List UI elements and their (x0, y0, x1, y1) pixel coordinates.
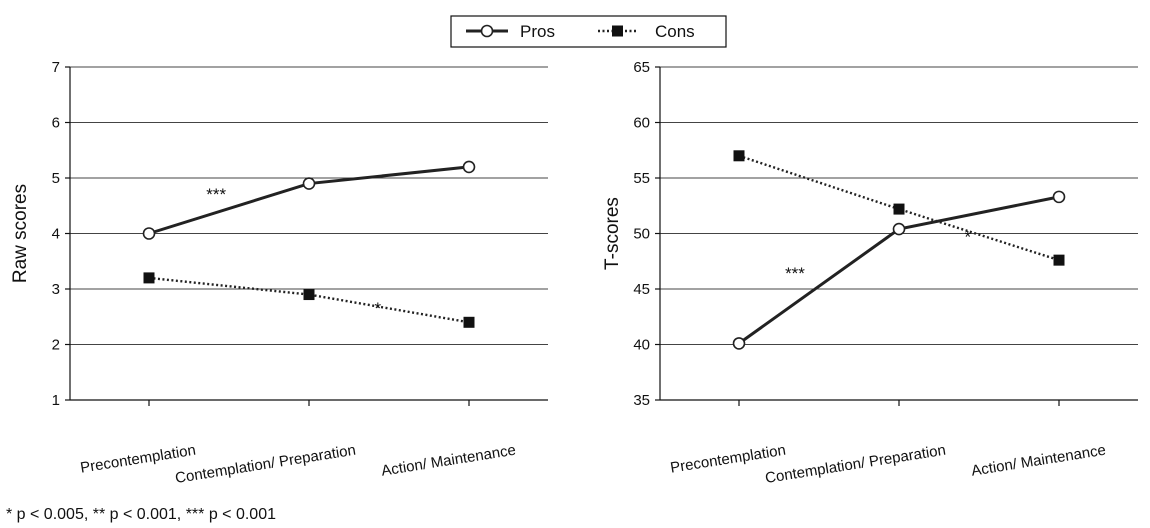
legend: Pros Cons (450, 15, 727, 48)
point-cons (463, 316, 475, 328)
point-cons (733, 150, 745, 162)
significance-marker: *** (785, 264, 805, 283)
significance-marker: * (964, 227, 971, 246)
y-tick-label: 50 (633, 226, 650, 243)
significance-marker: * (374, 299, 381, 318)
x-tick-label: Action/ Maintenance (380, 442, 517, 480)
legend-cons-label: Cons (655, 22, 695, 41)
y-tick-label: 45 (633, 281, 650, 298)
series-line-cons (148, 276, 470, 324)
legend-pros-marker (480, 24, 494, 38)
y-tick-label: 35 (633, 392, 650, 409)
legend-pros-label: Pros (520, 22, 555, 41)
y-tick-label: 5 (52, 170, 60, 187)
point-cons (143, 272, 155, 284)
significance-marker: *** (206, 185, 226, 204)
point-pros (892, 222, 906, 236)
y-tick-label: 6 (52, 115, 60, 132)
point-pros (1052, 190, 1066, 204)
y-axis-title: T-scores (602, 197, 623, 270)
point-cons (1053, 254, 1065, 266)
y-tick-label: 7 (52, 59, 60, 76)
point-cons (893, 203, 905, 215)
y-tick-label: 40 (633, 337, 650, 354)
y-tick-label: 65 (633, 59, 650, 76)
y-tick-label: 55 (633, 170, 650, 187)
point-cons (303, 289, 315, 301)
series-line-cons (738, 154, 1060, 262)
y-tick-label: 2 (52, 337, 60, 354)
point-pros (462, 160, 476, 174)
point-pros (302, 177, 316, 190)
x-tick-label: Contemplation/ Preparation (764, 442, 947, 487)
y-tick-label: 60 (633, 115, 650, 132)
series-line-pros (148, 165, 470, 235)
y-tick-label: 3 (52, 281, 60, 298)
point-pros (732, 337, 746, 350)
y-axis-title: Raw scores (10, 184, 31, 283)
significance-footnote: * p < 0.005, ** p < 0.001, *** p < 0.001 (6, 506, 276, 523)
chart-panel-t-scores: 35404550556065PrecontemplationContemplat… (602, 59, 1138, 487)
y-tick-label: 4 (52, 226, 60, 243)
x-tick-label: Action/ Maintenance (970, 442, 1107, 480)
x-tick-label: Contemplation/ Preparation (174, 442, 357, 487)
point-pros (142, 227, 156, 240)
y-tick-label: 1 (52, 392, 60, 409)
legend-cons-marker (612, 25, 623, 37)
